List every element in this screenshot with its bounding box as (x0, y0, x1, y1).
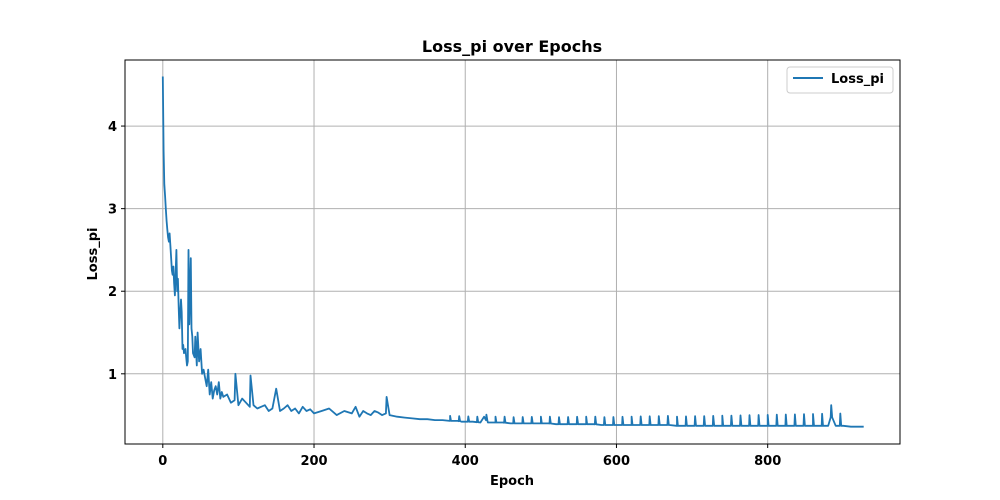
series-line-loss-pi (161, 76, 864, 428)
chart-title: Loss_pi over Epochs (422, 37, 602, 56)
x-tick-label: 200 (300, 454, 327, 469)
x-axis-label: Epoch (490, 474, 534, 489)
axis-ticks: 0 200 400 600 800 1 2 3 4 (108, 120, 781, 469)
legend-label: Loss_pi (831, 72, 884, 87)
y-tick-label: 1 (108, 368, 117, 383)
x-tick-label: 400 (452, 454, 479, 469)
y-tick-label: 3 (108, 203, 117, 218)
grid-lines (125, 60, 900, 444)
series-lines (161, 76, 864, 428)
y-tick-label: 2 (108, 285, 117, 300)
plot-frame (124, 59, 901, 445)
y-axis-label: Loss_pi (86, 228, 101, 281)
x-tick-label: 0 (158, 454, 167, 469)
y-tick-label: 4 (108, 120, 117, 135)
legend: Loss_pi (786, 66, 894, 94)
legend-box (786, 66, 894, 94)
x-tick-label: 600 (603, 454, 630, 469)
x-tick-label: 800 (754, 454, 781, 469)
